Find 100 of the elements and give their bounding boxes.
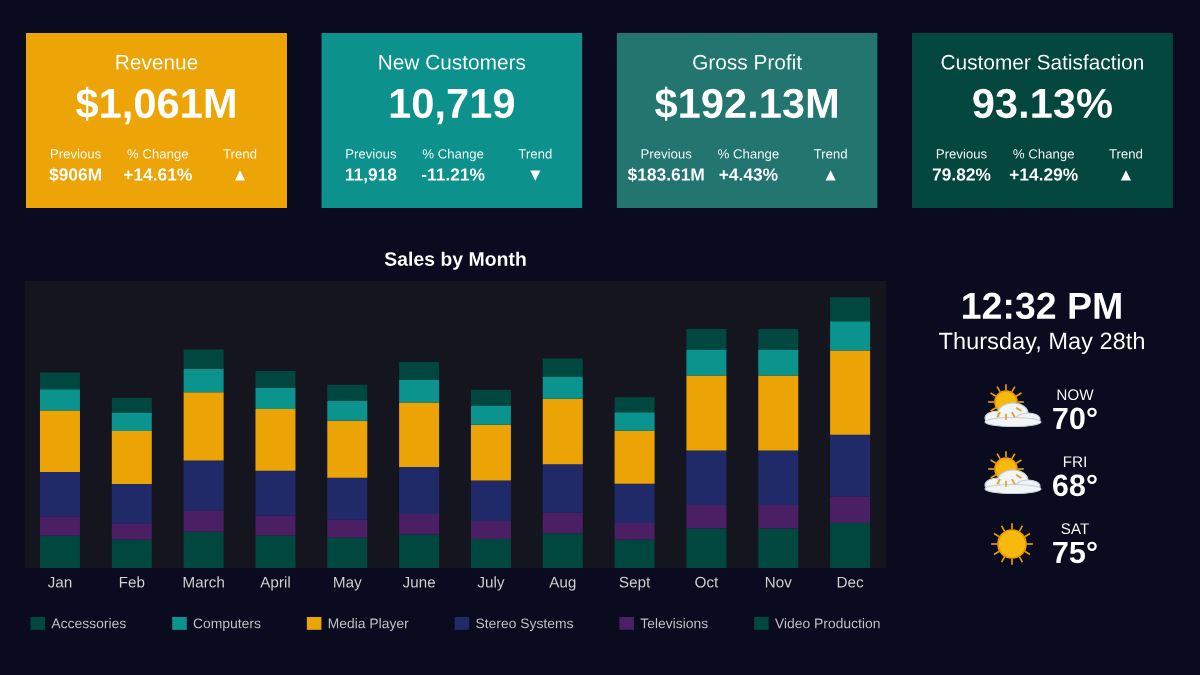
text: % Change	[422, 148, 484, 162]
bar	[111, 539, 152, 568]
bar	[830, 350, 871, 435]
x-tick-label: May	[334, 576, 362, 591]
text: 12:32 PM	[963, 292, 1121, 320]
bar	[255, 370, 296, 388]
text: Gross Profit	[693, 54, 802, 70]
x-tick-label: March	[183, 576, 224, 588]
bar	[327, 384, 368, 401]
bar	[542, 358, 583, 377]
bar	[39, 471, 80, 517]
text: % Change	[127, 148, 189, 162]
bar	[614, 483, 655, 524]
bar	[111, 412, 152, 431]
text: 68°	[1053, 474, 1097, 497]
x-tick-label: April	[260, 576, 290, 591]
legend-label: Media Player	[328, 618, 409, 632]
text: Revenue	[116, 55, 198, 70]
bar	[830, 297, 871, 322]
bar	[686, 349, 727, 376]
bar	[111, 397, 152, 413]
legend-label: Televisions	[640, 618, 708, 629]
bar	[686, 504, 727, 529]
text: Trend	[813, 148, 847, 159]
text: Trend	[518, 148, 552, 159]
bar	[183, 368, 224, 393]
bar	[470, 424, 511, 481]
text: 10,719	[390, 88, 514, 125]
bar	[614, 430, 655, 484]
text: Previous	[936, 148, 987, 159]
bar	[614, 397, 655, 413]
x-tick-label: Jan	[47, 576, 72, 588]
bar	[542, 512, 583, 534]
x-tick-label: Dec	[837, 576, 864, 588]
bar	[758, 328, 799, 350]
bar	[327, 420, 368, 478]
bar	[39, 535, 80, 568]
bar	[686, 450, 727, 505]
bar	[255, 470, 296, 516]
text: $1,061M	[75, 86, 235, 125]
text: ▲	[1120, 170, 1131, 181]
text: 11,918	[345, 168, 397, 184]
bar	[183, 349, 224, 369]
bar	[255, 387, 296, 410]
text: Trend	[1109, 148, 1143, 159]
text: +4.43%	[719, 168, 778, 181]
bar	[542, 533, 583, 568]
bar	[183, 510, 224, 532]
text: Previous	[641, 148, 692, 159]
text: Customer Satisfaction	[941, 54, 1143, 70]
text: New Customers	[379, 54, 526, 70]
bar	[470, 405, 511, 425]
text: NOW	[1057, 389, 1094, 401]
text: $192.13M	[654, 86, 837, 121]
bar	[327, 400, 368, 421]
text: $183.61M	[627, 167, 704, 182]
bar	[255, 515, 296, 536]
bar	[686, 375, 727, 451]
text: Thursday, May 28th	[939, 331, 1144, 354]
text: 79.82%	[932, 168, 991, 181]
text: 93.13%	[973, 88, 1112, 119]
bar	[830, 321, 871, 351]
bar	[614, 523, 655, 540]
chart-title: Sales by Month	[384, 251, 526, 270]
text: % Change	[1013, 148, 1074, 162]
text: ▲	[825, 170, 836, 181]
bar	[183, 460, 224, 511]
bar	[470, 539, 511, 568]
x-tick-label: Feb	[119, 576, 145, 588]
text: FRI	[1063, 456, 1086, 467]
text: SAT	[1061, 523, 1089, 535]
bar	[399, 402, 440, 468]
bar	[111, 484, 152, 524]
bar	[758, 504, 799, 529]
text: Previous	[51, 148, 101, 159]
x-tick-label: Oct	[695, 576, 719, 588]
bar	[686, 528, 727, 568]
bar	[614, 539, 655, 568]
bar	[758, 450, 799, 505]
x-tick-label: June	[402, 576, 436, 588]
bar	[399, 514, 440, 535]
bar	[758, 375, 799, 451]
text: 70°	[1053, 407, 1097, 430]
bar	[183, 392, 224, 461]
bar	[470, 389, 511, 406]
text: +14.61%	[124, 168, 192, 181]
legend-label: Video Production	[774, 618, 880, 629]
text: -11.21%	[421, 168, 485, 181]
text: +14.29%	[1009, 168, 1078, 181]
x-tick-label: Nov	[765, 576, 792, 588]
bar	[758, 528, 799, 568]
bar	[39, 389, 80, 411]
bar	[542, 464, 583, 513]
text: % Change	[718, 148, 779, 162]
bar	[758, 349, 799, 376]
bar	[542, 398, 583, 465]
bar	[399, 361, 440, 381]
text: 75°	[1053, 541, 1097, 564]
x-tick-label: Sept	[619, 576, 651, 591]
bar	[39, 516, 80, 536]
